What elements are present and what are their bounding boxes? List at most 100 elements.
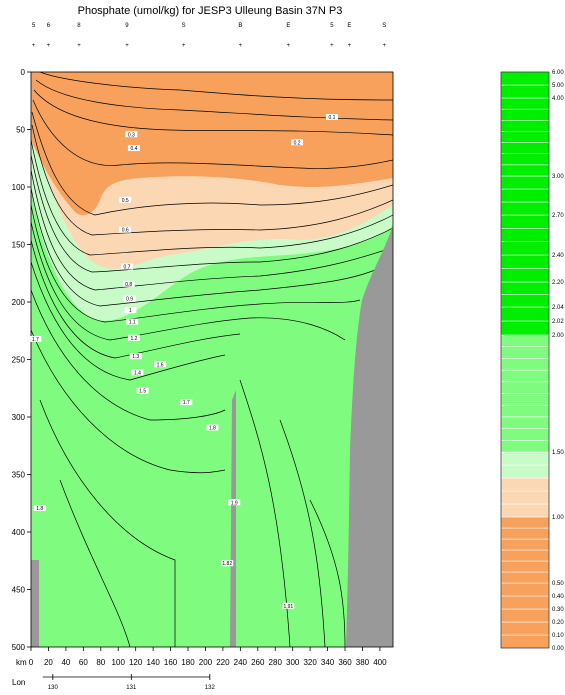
colorbar-segment <box>500 281 550 295</box>
colorbar-segment <box>500 201 550 216</box>
contour-label: 1.8 <box>36 506 43 512</box>
colorbar-segment <box>500 464 550 479</box>
colorbar-tick-label: 0.40 <box>552 594 564 600</box>
colorbar-segment <box>500 268 550 283</box>
colorbar-tick-label: 0.50 <box>552 581 564 587</box>
x-tick-label: 300 <box>286 658 300 667</box>
longitude-axis: 130 131 132 <box>42 674 216 691</box>
colorbar-segment <box>500 477 550 492</box>
colorbar-segment <box>500 71 550 86</box>
x-tick-label: 280 <box>269 658 283 667</box>
colorbar-segment <box>500 334 550 347</box>
station-label: 8 <box>77 23 81 29</box>
colorbar-tick-label: 1.00 <box>552 515 564 521</box>
contour-label-bg <box>119 196 132 203</box>
colorbar-segment <box>500 549 550 562</box>
x-tick-label: 240 <box>234 658 248 667</box>
contour-label: 0.4 <box>130 146 137 152</box>
station-label: B <box>238 23 242 29</box>
colorbar-segment <box>500 254 550 269</box>
colorbar: 0.00 0.10 0.20 0.30 0.40 0.50 1.00 1.50 2.00 2.02… <box>500 70 564 652</box>
x-tick-label: 160 <box>164 658 178 667</box>
surface-layer-region <box>31 72 393 216</box>
contour-label-bg <box>119 226 132 233</box>
x-tick-label: 120 <box>129 658 143 667</box>
x-tick-label: 380 <box>356 658 370 667</box>
depth-axis: 0 50 100 150 200 250 300 350 400 450 500 <box>12 68 31 652</box>
contour-label: 0.6 <box>122 228 129 234</box>
station-plus-marker: + <box>182 43 186 49</box>
station-plus-marker: + <box>348 43 352 49</box>
colorbar-segment <box>500 393 550 406</box>
colorbar-tick-label: 3.00 <box>552 174 564 180</box>
station-label: 5 <box>330 23 334 29</box>
station-plus-marker: + <box>77 43 81 49</box>
x-tick-label: 60 <box>79 658 88 667</box>
colorbar-segment <box>500 571 550 584</box>
x-tick-label: 20 <box>44 658 53 667</box>
colorbar-segment <box>500 306 550 322</box>
y-tick-label: 100 <box>12 183 26 192</box>
contour-label: 1.2 <box>130 336 137 342</box>
contour-label-bg <box>131 369 144 376</box>
x-tick-label: 0 <box>29 658 34 667</box>
x-tick-label: 400 <box>373 658 387 667</box>
y-tick-label: 500 <box>12 643 26 652</box>
contour-label-bg <box>136 387 149 394</box>
colorbar-segment <box>500 560 550 573</box>
colorbar-segment <box>500 320 550 336</box>
plot-area <box>31 72 393 647</box>
colorbar-segment <box>500 228 550 242</box>
contour-label-bg <box>33 505 46 511</box>
station-plus-marker: + <box>239 43 243 49</box>
x-tick-label: 200 <box>199 658 213 667</box>
colorbar-segment <box>500 153 550 166</box>
station-plus-marker: + <box>383 43 387 49</box>
colorbar-segment <box>500 582 550 597</box>
y-tick-label: 400 <box>12 528 26 537</box>
colorbar-tick-label: 2.04 <box>552 305 564 311</box>
colorbar-segment <box>500 416 550 429</box>
colorbar-tick-label: 6.00 <box>552 70 564 76</box>
colorbar-segment <box>500 164 550 177</box>
x-tick-label: 360 <box>338 658 352 667</box>
colorbar-segment <box>500 294 550 308</box>
colorbar-segment <box>500 214 550 229</box>
contour-label-bg <box>127 334 140 341</box>
colorbar-segment <box>500 358 550 371</box>
colorbar-tick-label: 1.50 <box>552 450 564 456</box>
x-tick-label: 180 <box>181 658 195 667</box>
contour-label-bg <box>127 145 140 152</box>
contour-label-bg <box>228 499 241 506</box>
x-tick-label: 100 <box>112 658 126 667</box>
contour-label: 0.5 <box>122 198 129 204</box>
colorbar-tick-label: 2.40 <box>552 253 564 259</box>
colorbar-tick-label: 4.00 <box>552 96 564 102</box>
contour-label: 1.6 <box>157 362 164 368</box>
bathymetry-left <box>31 560 39 647</box>
colorbar-tick-label: 0.30 <box>552 607 564 613</box>
contour-label-bg <box>325 114 338 120</box>
contour-label: 0.7 <box>123 265 130 271</box>
colorbar-segment <box>500 131 550 143</box>
colorbar-segment <box>500 404 550 418</box>
y-tick-label: 200 <box>12 298 26 307</box>
contour-label: 1.7 <box>32 337 39 343</box>
colorbar-tick-label: 2.00 <box>552 333 564 339</box>
x-tick-label: 260 <box>251 658 265 667</box>
colorbar-segment <box>500 84 550 99</box>
contour-label-bg <box>154 361 167 368</box>
colorbar-segment <box>500 369 550 383</box>
lon-tick-label: 131 <box>126 685 137 691</box>
contour-label: 1.8 <box>209 426 216 432</box>
station-label: 9 <box>125 23 129 29</box>
contour-label-bg <box>180 399 193 406</box>
contour-label-bg <box>282 602 295 609</box>
lon-tick-label: 132 <box>205 685 216 691</box>
station-plus-marker: + <box>32 43 36 49</box>
x-tick-label: 140 <box>146 658 160 667</box>
colorbar-segment <box>500 120 550 132</box>
contour-label-bg <box>120 263 133 270</box>
station-plus-marker: + <box>287 43 291 49</box>
